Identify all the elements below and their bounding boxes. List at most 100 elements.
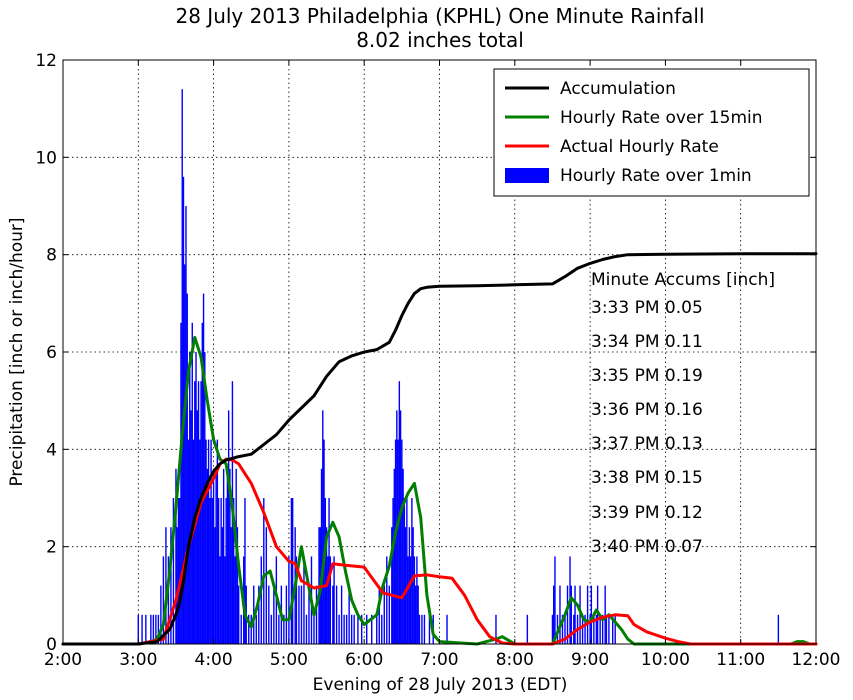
bar <box>590 585 593 644</box>
x-tick-label: 7:00 <box>420 650 458 670</box>
bar <box>270 614 273 644</box>
bar <box>295 556 298 644</box>
bar <box>315 585 318 644</box>
bar <box>194 381 196 644</box>
bar <box>446 614 448 644</box>
bar <box>145 614 147 644</box>
annotation-line: 3:40 PM 0.07 <box>591 537 703 557</box>
y-tick-label: 4 <box>46 440 57 460</box>
bar <box>386 556 388 644</box>
bar <box>285 585 288 644</box>
bar <box>327 556 329 644</box>
bar <box>258 585 260 644</box>
bar <box>328 498 330 644</box>
bar <box>209 498 211 644</box>
bar <box>137 614 139 644</box>
annotation-heading: Minute Accums [inch] <box>591 270 775 290</box>
x-tick-label: 6:00 <box>345 650 383 670</box>
bar <box>172 498 175 644</box>
bar <box>170 527 172 644</box>
bar <box>392 498 394 644</box>
minute-accums-annotation: Minute Accums [inch] 3:33 PM 0.05 3:34 P… <box>591 270 775 557</box>
bar <box>416 556 418 644</box>
x-tick-label: 12:00 <box>792 650 841 670</box>
bar <box>220 498 222 644</box>
bar <box>413 556 416 644</box>
bar <box>167 556 170 644</box>
annotation-line: 3:33 PM 0.05 <box>591 298 703 318</box>
y-tick-label: 8 <box>46 246 57 266</box>
bar <box>199 439 201 644</box>
x-axis-label: Evening of 28 July 2013 (EDT) <box>313 675 568 695</box>
bar <box>586 585 589 644</box>
bar <box>399 410 402 644</box>
annotation-line: 3:35 PM 0.19 <box>591 366 703 386</box>
bar <box>338 614 340 644</box>
bar <box>215 468 217 644</box>
bar <box>376 614 378 644</box>
bar <box>417 585 419 644</box>
bar <box>190 410 192 644</box>
y-tick-label: 2 <box>46 538 57 558</box>
y-axis-label: Precipitation [inch or inch/hour] <box>7 217 27 486</box>
bar <box>322 410 324 644</box>
bar <box>180 322 182 644</box>
bar <box>196 410 198 644</box>
bar <box>570 585 572 644</box>
bar <box>573 614 575 644</box>
bar <box>345 614 348 644</box>
bar <box>160 585 162 644</box>
bar <box>230 527 232 644</box>
legend-label-1min: Hourly Rate over 1min <box>560 166 752 186</box>
bar <box>273 585 275 644</box>
bar <box>599 614 601 644</box>
bar <box>593 614 595 644</box>
bar <box>225 498 227 644</box>
bar <box>553 585 555 644</box>
bar <box>250 614 252 644</box>
bar <box>412 527 414 644</box>
bar <box>162 556 165 644</box>
bar <box>176 527 178 644</box>
bar <box>219 556 221 644</box>
x-tick-label: 8:00 <box>496 650 534 670</box>
bar <box>236 527 239 644</box>
bar <box>360 614 363 644</box>
annotation-line: 3:36 PM 0.16 <box>591 400 703 420</box>
bar <box>401 439 403 644</box>
y-tick-label: 6 <box>46 343 57 363</box>
bar <box>335 585 338 644</box>
bar <box>179 498 181 644</box>
bar <box>227 410 230 644</box>
bar <box>357 614 359 644</box>
legend-label-accumulation: Accumulation <box>560 79 676 99</box>
bar <box>414 585 417 644</box>
bar <box>255 614 257 644</box>
chart-title: 28 July 2013 Philadelphia (KPHL) One Min… <box>175 4 704 28</box>
bar <box>601 614 604 644</box>
x-axis-ticks: 2:00 3:00 4:00 5:00 6:00 7:00 8:00 9:00 10:00 11:… <box>44 60 841 670</box>
bar <box>185 206 187 644</box>
y-tick-label: 10 <box>35 148 57 168</box>
bar <box>378 585 380 644</box>
bar <box>186 293 188 644</box>
bar <box>391 527 393 644</box>
bar <box>205 439 207 644</box>
annotation-line: 3:38 PM 0.15 <box>591 468 703 488</box>
annotation-line: 3:34 PM 0.11 <box>591 332 703 352</box>
legend: Accumulation Hourly Rate over 15min Actu… <box>493 68 810 197</box>
bar <box>329 556 332 644</box>
bar <box>589 614 591 644</box>
bar <box>214 527 216 644</box>
bar <box>234 556 236 644</box>
bar <box>381 614 383 644</box>
x-tick-label: 11:00 <box>716 650 765 670</box>
bar <box>340 585 343 644</box>
bar <box>559 585 561 644</box>
bar <box>263 498 265 644</box>
bar <box>240 614 242 644</box>
bar <box>248 614 250 644</box>
bar <box>397 439 399 644</box>
bar <box>403 498 406 644</box>
